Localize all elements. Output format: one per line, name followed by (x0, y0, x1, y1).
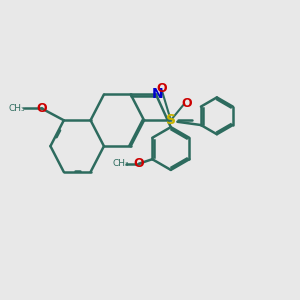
Text: O: O (36, 102, 47, 115)
Text: O: O (134, 157, 144, 170)
Text: N: N (152, 87, 163, 101)
Text: CH₃: CH₃ (9, 104, 26, 113)
Text: S: S (166, 113, 176, 127)
Text: O: O (157, 82, 167, 95)
Text: O: O (182, 98, 193, 110)
Text: CH₃: CH₃ (113, 159, 129, 168)
